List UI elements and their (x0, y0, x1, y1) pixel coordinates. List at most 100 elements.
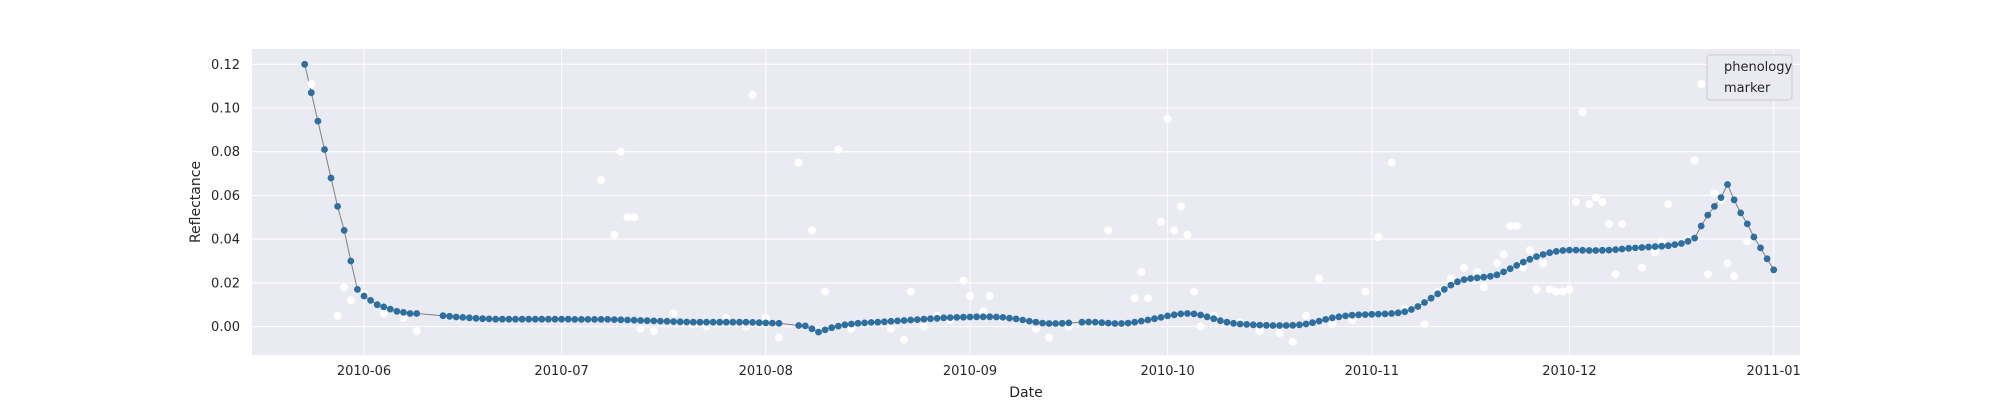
curve-marker (1058, 319, 1066, 327)
curve-marker (1025, 317, 1033, 325)
curve-marker (1447, 281, 1455, 289)
curve-marker (1711, 203, 1718, 210)
curve-marker (874, 318, 882, 326)
raw-point (1532, 285, 1541, 294)
curve-marker (1309, 319, 1316, 327)
curve-marker (505, 315, 513, 323)
curve-marker (1763, 255, 1771, 263)
curve-marker (643, 317, 651, 325)
curve-marker (689, 318, 697, 326)
curve-marker (1006, 314, 1013, 322)
curve-marker (1638, 244, 1646, 251)
raw-point (1545, 285, 1554, 294)
curve-marker (1506, 265, 1514, 273)
curve-marker (393, 307, 401, 315)
curve-marker (1263, 321, 1270, 329)
x-tick-label: 2010-12 (1542, 364, 1596, 379)
curve-marker (1230, 319, 1237, 327)
curve-marker (1671, 241, 1679, 249)
curve-marker (578, 316, 585, 323)
curve-marker (867, 319, 875, 326)
raw-point (1473, 267, 1482, 276)
curve-marker (1658, 242, 1666, 250)
curve-marker (1368, 310, 1376, 318)
curve-marker (1039, 319, 1046, 327)
y-tick-label: 0.12 (211, 58, 240, 73)
curve-marker (1012, 315, 1020, 323)
curve-marker (1355, 311, 1363, 319)
curve-marker (1184, 310, 1191, 317)
raw-point (748, 90, 757, 99)
curve-marker (1500, 268, 1507, 276)
curve-marker (900, 317, 908, 324)
curve-marker (920, 315, 928, 323)
curve-marker (940, 314, 948, 322)
curve-marker (1737, 209, 1745, 217)
curve-marker (545, 315, 552, 323)
raw-point (834, 145, 843, 154)
raw-point (1031, 324, 1040, 333)
x-axis-label: Date (1009, 385, 1042, 400)
curve-marker (1546, 249, 1554, 257)
curve-marker (960, 313, 967, 321)
raw-point (1618, 219, 1627, 228)
curve-marker (564, 315, 572, 323)
curve-marker (722, 318, 730, 326)
raw-point (1506, 222, 1515, 230)
curve-marker (1203, 313, 1211, 321)
raw-point (1611, 270, 1620, 279)
curve-marker (1579, 246, 1586, 254)
curve-marker (1144, 316, 1152, 324)
curve-marker (1296, 321, 1303, 329)
curve-marker (755, 319, 763, 327)
grid-lines (252, 49, 1800, 355)
raw-point (847, 324, 856, 333)
legend: phenology marker (1706, 54, 1793, 101)
curve-marker (1539, 251, 1547, 258)
curve-marker (1401, 308, 1409, 316)
curve-marker (663, 317, 671, 325)
raw-point (1743, 237, 1752, 246)
raw-point (959, 276, 968, 285)
curve-marker (821, 326, 829, 334)
curve-marker (512, 315, 519, 323)
curve-marker (986, 313, 994, 321)
curve-marker (1223, 318, 1231, 326)
curve-marker (1302, 320, 1310, 328)
curve-marker (670, 318, 677, 325)
y-tick-label: 0.06 (211, 189, 240, 204)
curve-marker (861, 319, 868, 327)
curve-marker (597, 316, 605, 323)
curve-marker (1678, 240, 1685, 247)
x-tick-label: 2010-11 (1345, 364, 1399, 379)
raw-point (794, 158, 803, 167)
curve-marker (1098, 319, 1106, 327)
raw-point (1420, 320, 1429, 329)
curve-marker (1408, 306, 1415, 313)
raw-point (900, 335, 909, 344)
raw-point (1288, 337, 1297, 346)
curve-marker (406, 310, 414, 317)
curve-marker (340, 227, 348, 234)
raw-point (597, 176, 606, 185)
raw-point (346, 296, 355, 305)
y-tick-label: 0.00 (211, 320, 240, 335)
curve-marker (459, 314, 467, 321)
raw-point (985, 292, 994, 300)
raw-point (1552, 287, 1561, 296)
curve-marker (881, 318, 888, 326)
curve-marker (703, 318, 710, 326)
curve-marker (1236, 320, 1244, 328)
curve-marker (999, 314, 1007, 321)
curve-marker (334, 203, 341, 210)
curve-marker (452, 313, 460, 321)
x-axis-ticks: 2010-06 2010-07 2010-08 2010-09 2010-10 2010-… (337, 364, 1801, 379)
curve-marker (327, 174, 335, 182)
curve-marker (1276, 322, 1283, 329)
curve-marker (1513, 262, 1521, 269)
curve-marker (314, 117, 322, 125)
raw-point (1525, 246, 1534, 255)
curve-marker (1427, 294, 1435, 302)
